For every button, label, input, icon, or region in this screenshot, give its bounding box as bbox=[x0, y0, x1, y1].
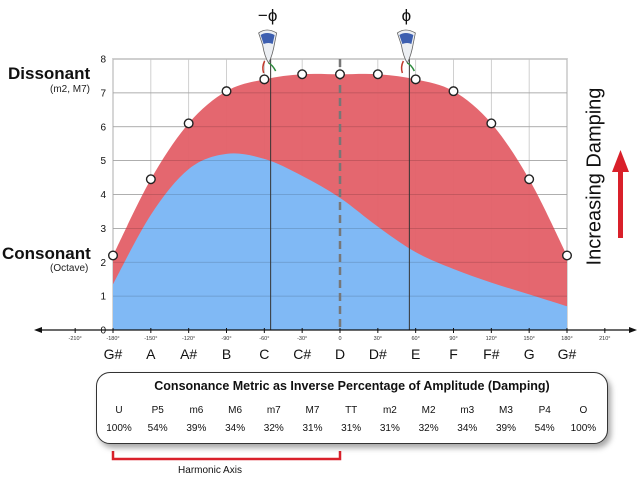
phi-neg-label: −ϕ bbox=[258, 6, 277, 25]
note-label: F bbox=[449, 346, 458, 362]
y-tick-label: 5 bbox=[100, 156, 106, 167]
consonance-metric-box: Consonance Metric as Inverse Percentage … bbox=[96, 372, 608, 444]
degree-tick-label: 90° bbox=[449, 336, 457, 342]
degree-tick-label: -60° bbox=[259, 336, 269, 342]
note-label: E bbox=[411, 346, 420, 362]
axis-arrow-left bbox=[34, 327, 42, 333]
data-point bbox=[221, 86, 232, 97]
percentage-value: 34% bbox=[225, 423, 246, 434]
degree-tick-label: 150° bbox=[523, 336, 534, 342]
interval-label: M3 bbox=[499, 405, 513, 416]
note-label: G# bbox=[104, 346, 123, 362]
data-point bbox=[372, 69, 383, 80]
pick-icon bbox=[396, 29, 416, 74]
data-point bbox=[486, 118, 497, 129]
data-point bbox=[335, 69, 346, 80]
interval-label: M2 bbox=[421, 405, 436, 416]
interval-label: M6 bbox=[228, 405, 243, 416]
degree-tick-label: -90° bbox=[221, 336, 231, 342]
y-tick-label: 1 bbox=[100, 292, 106, 303]
degree-tick-label: 120° bbox=[486, 336, 497, 342]
interval-label: m6 bbox=[189, 405, 204, 416]
y-tick-label: 8 bbox=[100, 55, 106, 66]
phi-pos-label: ϕ bbox=[402, 6, 412, 25]
interval-label: U bbox=[115, 405, 123, 416]
metric-title: Consonance Metric as Inverse Percentage … bbox=[154, 379, 550, 393]
interval-label: m7 bbox=[266, 405, 281, 416]
note-label: A# bbox=[180, 346, 197, 362]
degree-tick-label: 30° bbox=[374, 336, 382, 342]
y-tick-label: 4 bbox=[100, 190, 106, 201]
damping-arrow-head bbox=[612, 150, 629, 172]
degree-tick-label: -120° bbox=[182, 336, 195, 342]
percentage-value: 32% bbox=[263, 423, 284, 434]
data-point bbox=[183, 118, 194, 129]
note-label: A bbox=[146, 346, 156, 362]
percentage-value: 54% bbox=[534, 423, 555, 434]
y-tick-label: 3 bbox=[100, 224, 106, 235]
consonant-label: Consonant bbox=[2, 244, 91, 263]
percentage-value: 34% bbox=[457, 423, 478, 434]
data-point bbox=[410, 74, 421, 85]
data-point bbox=[524, 174, 535, 185]
note-label: C bbox=[259, 346, 269, 362]
dissonant-label: Dissonant bbox=[8, 64, 91, 83]
degree-tick-label: 180° bbox=[561, 336, 572, 342]
percentage-value: 31% bbox=[341, 423, 362, 434]
y-tick-label: 7 bbox=[100, 88, 106, 99]
interval-label: M7 bbox=[305, 405, 320, 416]
interval-label: m3 bbox=[460, 405, 475, 416]
consonant-sub-label: (Octave) bbox=[50, 263, 89, 274]
note-label: F# bbox=[483, 346, 500, 362]
interval-label: TT bbox=[345, 405, 358, 416]
degree-tick-label: 0 bbox=[338, 336, 341, 342]
data-point bbox=[107, 250, 118, 261]
degree-tick-label: 210° bbox=[599, 336, 610, 342]
percentage-value: 100% bbox=[570, 423, 597, 434]
y-tick-label: 6 bbox=[100, 122, 106, 133]
harmonic-axis-label: Harmonic Axis bbox=[178, 465, 242, 476]
damping-arrow-shaft bbox=[618, 170, 623, 238]
percentage-value: 100% bbox=[106, 423, 132, 434]
harmonic-axis-bracket bbox=[111, 451, 342, 461]
y-tick-label: 0 bbox=[100, 326, 106, 337]
note-label: G# bbox=[558, 346, 577, 362]
pick-icon bbox=[258, 29, 278, 74]
percentage-value: 31% bbox=[379, 423, 400, 434]
degree-tick-label: 60° bbox=[412, 336, 420, 342]
data-point bbox=[448, 86, 459, 97]
data-point bbox=[297, 69, 308, 80]
percentage-value: 31% bbox=[302, 423, 323, 434]
percentage-value: 39% bbox=[495, 423, 516, 434]
interval-label: O bbox=[579, 405, 588, 416]
dissonant-sub-label: (m2, M7) bbox=[50, 84, 90, 95]
data-point bbox=[145, 174, 156, 185]
note-label: D# bbox=[369, 346, 387, 362]
note-label: B bbox=[222, 346, 231, 362]
y-tick-label: 2 bbox=[100, 258, 106, 269]
degree-tick-label: -30° bbox=[297, 336, 307, 342]
note-label: C# bbox=[293, 346, 311, 362]
percentage-value: 39% bbox=[186, 423, 207, 434]
data-point bbox=[562, 250, 573, 261]
percentage-value: 54% bbox=[147, 423, 168, 434]
degree-tick-label: -210° bbox=[69, 336, 82, 342]
data-point bbox=[259, 74, 270, 85]
interval-label: P5 bbox=[151, 405, 164, 416]
interval-label: m2 bbox=[382, 405, 397, 416]
note-label: G bbox=[524, 346, 535, 362]
percentage-value: 32% bbox=[418, 423, 439, 434]
interval-label: P4 bbox=[538, 405, 551, 416]
increasing-damping-label: Increasing Damping bbox=[583, 87, 606, 266]
note-label: D bbox=[335, 346, 345, 362]
degree-tick-label: -150° bbox=[144, 336, 157, 342]
axis-arrow-right bbox=[629, 327, 637, 333]
degree-tick-label: -180° bbox=[106, 336, 119, 342]
